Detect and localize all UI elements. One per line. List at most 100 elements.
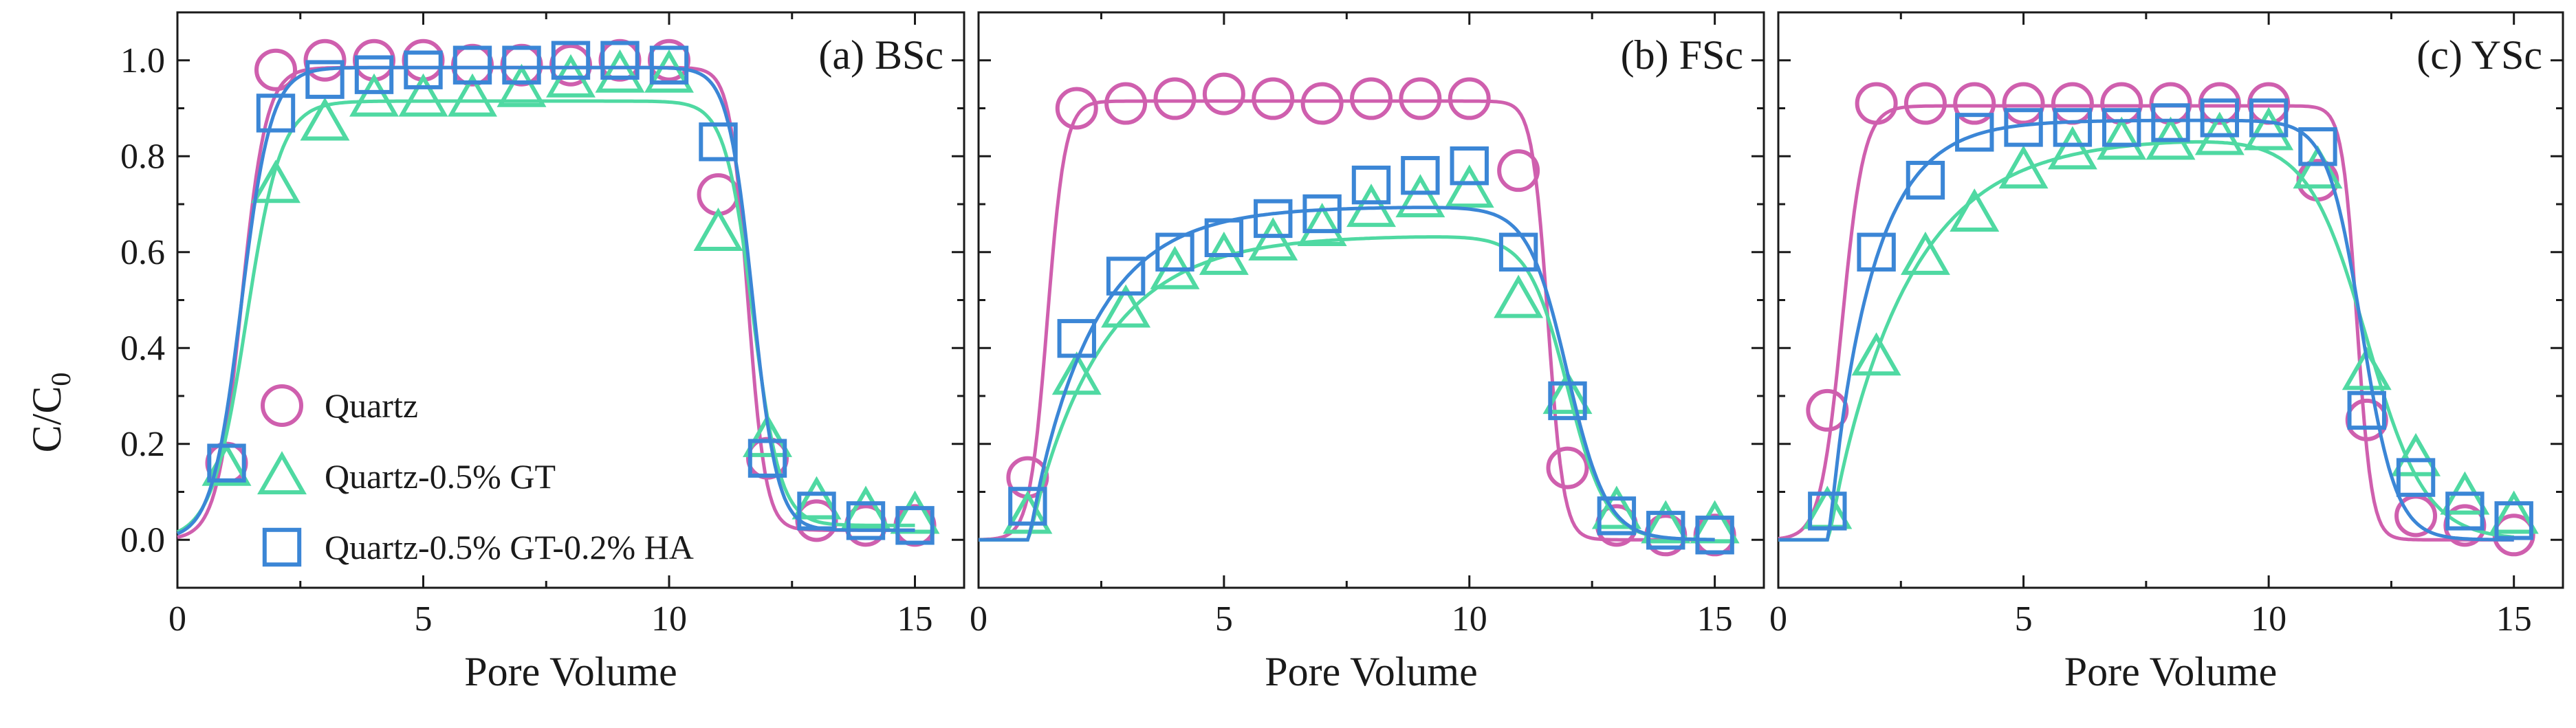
legend-item-1: Quartz: [261, 384, 418, 427]
x-axis-label: Pore Volume: [1265, 649, 1477, 694]
data-point: [1641, 500, 1691, 544]
data-point: [1106, 256, 1146, 296]
data-point: [2494, 501, 2533, 540]
data-point: [1855, 82, 1898, 125]
legend-label: Quartz-0.5% GT-0.2% HA: [325, 528, 694, 566]
x-tick-label: 15: [897, 599, 933, 639]
data-point: [1300, 82, 1344, 125]
data-point: [1591, 485, 1641, 529]
y-tick-label: 0.2: [120, 425, 165, 464]
data-point: [1350, 77, 1393, 120]
data-point: [1399, 77, 1442, 120]
legend-label: Quartz: [325, 386, 418, 425]
data-point: [2249, 98, 2289, 137]
series-2: [1778, 107, 2539, 542]
data-point: [1302, 194, 1342, 234]
x-tick-label: 0: [1769, 599, 1787, 639]
data-point: [1906, 160, 1945, 200]
data-point: [404, 50, 443, 89]
series-3: [1778, 98, 2533, 542]
y-axis-label-subscript: 0: [45, 373, 76, 386]
data-point: [1155, 232, 1194, 272]
y-axis-label-main: C/C: [24, 386, 69, 453]
data-point: [2151, 103, 2190, 142]
data-point: [2002, 82, 2045, 125]
series-3: [979, 146, 1734, 555]
y-tick-label: 0.4: [120, 329, 165, 368]
x-tick-label: 10: [1452, 599, 1487, 639]
data-point: [644, 49, 694, 93]
x-tick-label: 15: [1697, 599, 1733, 639]
data-point: [1693, 514, 1736, 557]
data-point: [699, 122, 738, 162]
legend-marker: [262, 527, 302, 567]
data-point: [1008, 487, 1047, 526]
data-point: [1401, 155, 1440, 195]
data-point: [1646, 511, 1685, 550]
legend-marker: [257, 451, 307, 495]
svg-text:C/C0: C/C0: [24, 373, 76, 453]
fit-line: [176, 65, 915, 536]
data-point: [1204, 218, 1244, 258]
data-point: [1297, 203, 1347, 246]
fit-line: [979, 235, 1715, 542]
data-point: [1055, 87, 1098, 130]
x-tick-label: 10: [2251, 599, 2286, 639]
fit-line: [979, 206, 1715, 542]
data-point: [1998, 145, 2049, 189]
y-tick-label: 1.0: [120, 41, 165, 80]
data-point: [1542, 371, 1593, 415]
data-point: [254, 48, 297, 91]
panel-title: (c) YSc: [2416, 32, 2542, 78]
data-point: [1448, 77, 1491, 120]
x-tick-label: 5: [415, 599, 433, 639]
data-point: [1003, 490, 1053, 534]
x-tick-label: 5: [1215, 599, 1233, 639]
data-point: [1548, 381, 1587, 421]
data-point: [1955, 113, 1994, 152]
legend-item-2: Quartz-0.5% GT: [257, 451, 556, 496]
data-point: [649, 45, 689, 85]
data-point: [256, 93, 296, 133]
data-point: [1444, 164, 1494, 208]
data-point: [600, 41, 640, 80]
legend: Quartz Quartz-0.5% GT Quartz-0.5% GT-0.2% …: [257, 384, 694, 567]
fit-line: [978, 99, 1715, 542]
panel-title: (b) FSc: [1621, 32, 1743, 78]
panel-title: (a) BSc: [818, 32, 943, 78]
chart-panel-1: 0 5 10 15 0.0 0.2 0.4 0.6 0.8 1.0 Pore Volume (a) B…: [120, 11, 965, 694]
plot-frame: [977, 11, 1765, 589]
data-point: [2102, 108, 2141, 147]
data-point: [305, 60, 345, 99]
data-point: [349, 73, 399, 117]
fit-line: [1778, 140, 2514, 542]
data-point: [1690, 500, 1740, 544]
y-tick-label: 0.8: [120, 137, 165, 176]
data-point: [1202, 72, 1245, 115]
data-point: [1903, 82, 1947, 125]
data-point: [398, 73, 448, 117]
data-point: [2047, 126, 2097, 170]
data-point: [1051, 351, 1102, 395]
data-point: [2004, 108, 2043, 147]
data-point: [1104, 82, 1148, 125]
x-axis-label: Pore Volume: [464, 649, 677, 694]
data-point: [595, 49, 645, 93]
data-point: [1806, 388, 1849, 432]
chart-panel-3: 0 5 10 15 Pore Volume (c) YSc: [1769, 11, 2564, 694]
data-point: [496, 63, 547, 107]
data-point: [747, 439, 787, 478]
data-point: [2053, 108, 2093, 147]
data-point: [1248, 217, 1298, 261]
y-tick-label: 0.6: [120, 233, 165, 272]
plot-frame: [176, 11, 965, 589]
data-point: [2244, 107, 2294, 151]
data-point: [1101, 284, 1151, 328]
data-point: [1900, 231, 1950, 275]
data-point: [1950, 188, 2000, 232]
data-point: [2347, 390, 2386, 430]
fit-line: [1778, 118, 2514, 542]
data-point: [895, 506, 935, 545]
legend-item-3: Quartz-0.5% GT-0.2% HA: [262, 527, 694, 567]
series-1: [978, 72, 1736, 557]
